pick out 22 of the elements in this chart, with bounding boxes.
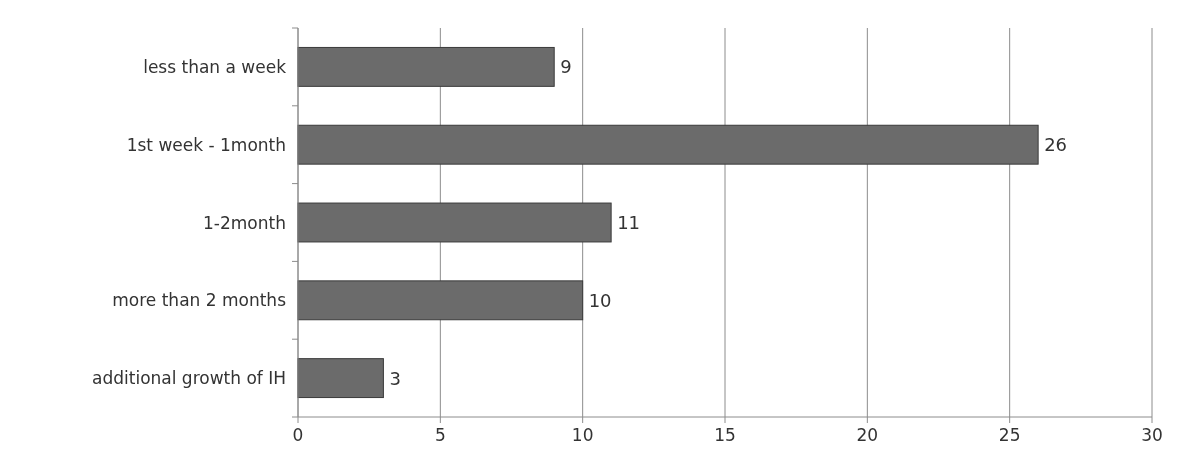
y-tick-label: more than 2 months xyxy=(112,290,287,311)
y-tick-label: 1-2month xyxy=(203,212,286,233)
x-tick-label: 5 xyxy=(434,425,446,445)
y-tick-label: less than a week xyxy=(143,56,287,77)
x-tick-label: 10 xyxy=(571,425,594,445)
bar xyxy=(297,124,1039,165)
bar xyxy=(297,358,384,399)
data-label: 11 xyxy=(617,212,641,233)
x-tick-label: 25 xyxy=(998,425,1021,445)
y-tick-label: additional growth of IH xyxy=(92,368,286,389)
x-tick-label: 15 xyxy=(714,425,736,445)
data-label: 3 xyxy=(389,367,401,389)
x-tick-label: 0 xyxy=(292,425,304,445)
y-tick-label: 1st week - 1month xyxy=(126,134,286,155)
data-label: 9 xyxy=(560,56,572,78)
bar xyxy=(297,202,612,243)
data-label: 10 xyxy=(588,289,612,311)
data-label: 26 xyxy=(1044,134,1068,156)
x-tick-label: 30 xyxy=(1141,425,1163,445)
bar xyxy=(297,46,555,87)
x-tick-label: 20 xyxy=(856,425,879,445)
bar xyxy=(297,280,584,321)
